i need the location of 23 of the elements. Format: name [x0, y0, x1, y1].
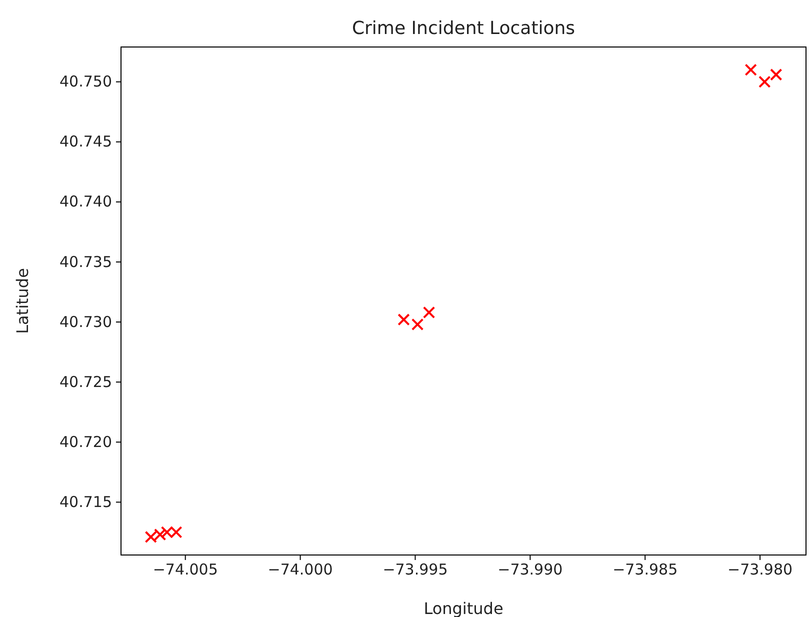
x-tick-label: −73.985 [612, 560, 678, 579]
y-tick-label: 40.735 [60, 252, 112, 271]
x-axis-title: Longitude [424, 599, 504, 617]
y-tick-label: 40.730 [60, 312, 112, 331]
point [411, 318, 424, 331]
x-tick-label: −73.990 [498, 560, 563, 579]
point [770, 68, 782, 81]
point [758, 76, 771, 88]
y-tick-label: 40.745 [60, 132, 112, 151]
chart-title: Crime Incident Locations [352, 18, 576, 39]
y-tick-label: 40.725 [60, 372, 112, 391]
y-axis-title: Latitude [13, 268, 32, 334]
y-tick-label: 40.750 [60, 72, 112, 91]
y-tick-label: 40.715 [60, 492, 112, 511]
x-tick-label: −73.980 [727, 560, 793, 579]
point [744, 64, 757, 76]
x-tick-label: −74.000 [268, 560, 333, 579]
y-tick-label: 40.720 [60, 432, 112, 451]
point [422, 306, 436, 319]
x-tick-label: −73.995 [382, 560, 448, 579]
point [398, 314, 410, 326]
y-tick-label: 40.740 [60, 192, 112, 211]
x-tick-label: −74.005 [152, 560, 218, 579]
